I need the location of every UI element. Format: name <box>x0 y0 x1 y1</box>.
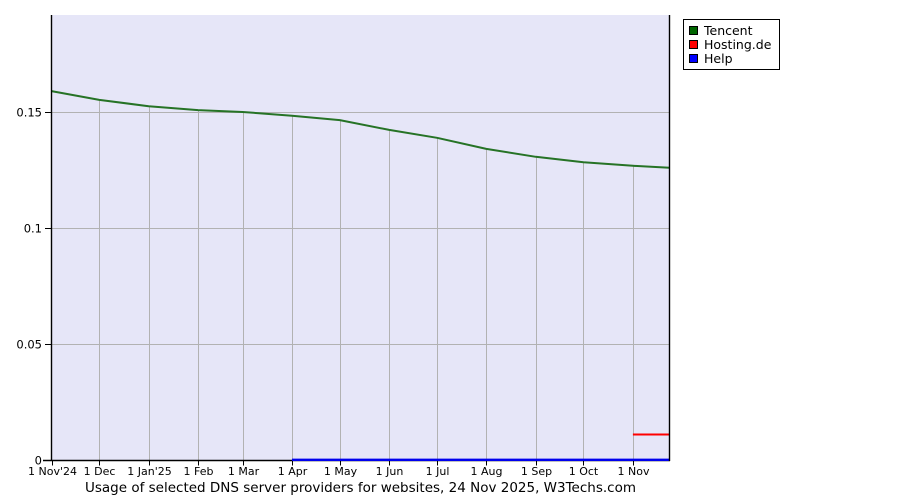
x-tick-label: 1 Nov'24 <box>28 465 77 478</box>
x-tick-label: 1 Jul <box>426 465 450 478</box>
y-tick-label: 0 <box>35 454 42 468</box>
help-color-swatch <box>689 54 698 63</box>
legend-label-hostingde: Hosting.de <box>704 37 772 52</box>
legend: Tencent Hosting.de Help <box>683 19 780 70</box>
legend-item-help: Help <box>689 52 775 65</box>
y-tick-label: 0.15 <box>16 106 42 120</box>
x-tick-label: 1 Aug <box>471 465 503 478</box>
legend-item-tencent: Tencent <box>689 24 775 37</box>
x-tick-label: 1 Feb <box>184 465 214 478</box>
tencent-color-swatch <box>689 26 698 35</box>
tencent-series-line <box>51 90 670 169</box>
chart-title: Usage of selected DNS server providers f… <box>84 480 637 496</box>
legend-label-tencent: Tencent <box>704 23 753 38</box>
y-tick-label: 0.05 <box>16 338 42 352</box>
x-tick-label: 1 Mar <box>228 465 260 478</box>
y-tick-label: 0.1 <box>24 222 42 236</box>
legend-item-hostingde: Hosting.de <box>689 38 775 51</box>
x-tick-label: 1 Jan'25 <box>127 465 171 478</box>
x-tick-label: 1 Apr <box>278 465 308 478</box>
x-tick-label: 1 Jun <box>376 465 404 478</box>
plot-area-background <box>51 15 670 460</box>
legend-label-help: Help <box>704 51 733 66</box>
hostingde-color-swatch <box>689 40 698 49</box>
x-tick-label: 1 Nov <box>618 465 650 478</box>
x-tick-label: 1 Sep <box>521 465 552 478</box>
x-tick-label: 1 Dec <box>84 465 116 478</box>
x-tick-label: 1 May <box>324 465 358 478</box>
x-tick-label: 1 Oct <box>569 465 599 478</box>
